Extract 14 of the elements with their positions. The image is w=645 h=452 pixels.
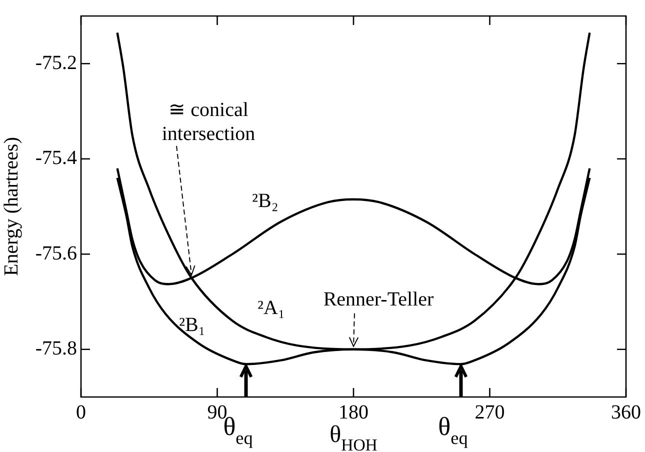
y-tick-label: -75.4: [35, 147, 77, 170]
x-tick-label: 270: [474, 401, 505, 424]
series-label: ²B₁: [179, 314, 206, 336]
x-tick-label: 360: [611, 401, 641, 424]
x-tick-label: 180: [338, 401, 368, 424]
y-tick-label: -75.2: [35, 52, 77, 74]
annotation: ≅ conical intersection: [162, 98, 256, 145]
y-tick-label: -75.8: [35, 338, 77, 360]
y-tick-label: -75.6: [35, 242, 77, 264]
annotation: Renner-Teller: [323, 288, 434, 310]
series-label: ²A₁: [257, 296, 285, 319]
series-label: ²B₂: [252, 190, 278, 212]
x-tick-label: 0: [76, 401, 86, 424]
y-axis-title: Energy (hartrees): [0, 136, 22, 276]
